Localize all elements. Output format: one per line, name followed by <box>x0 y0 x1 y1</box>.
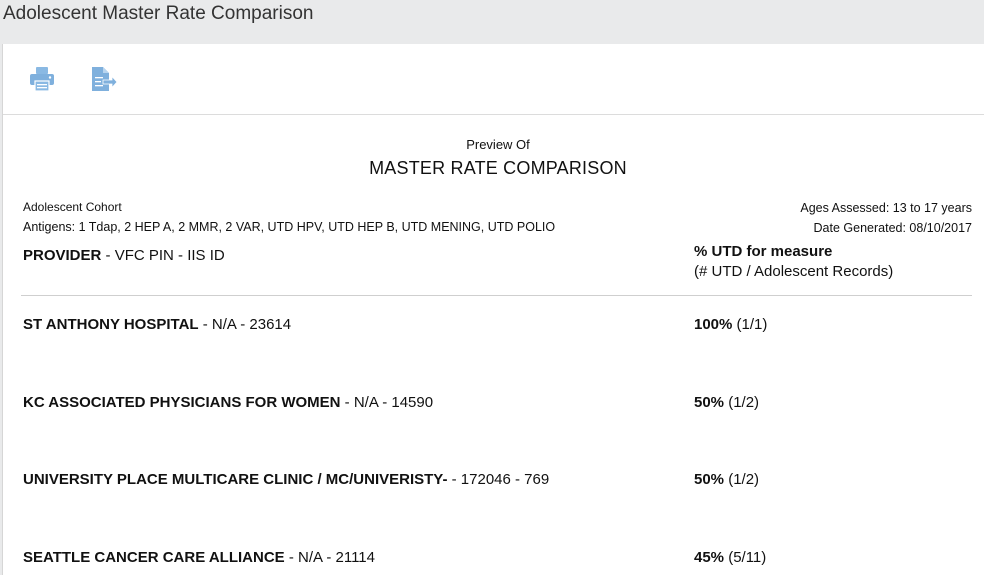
rate-cell: 50% (1/2) <box>694 394 759 411</box>
rate-cell: 100% (1/1) <box>694 316 767 333</box>
preview-of-label: Preview Of <box>466 137 530 152</box>
provider-ids: - N/A - 21114 <box>284 549 375 566</box>
export-button[interactable] <box>89 64 119 94</box>
provider-name: UNIVERSITY PLACE MULTICARE CLINIC / MC/U… <box>23 471 448 488</box>
printer-icon <box>27 64 57 94</box>
report-title: MASTER RATE COMPARISON <box>369 158 627 178</box>
provider-row: UNIVERSITY PLACE MULTICARE CLINIC / MC/U… <box>23 471 973 495</box>
antigens-label: Antigens: 1 Tdap, 2 HEP A, 2 MMR, 2 VAR,… <box>23 220 556 234</box>
rate-percent: 50% <box>694 471 725 488</box>
provider-cell: SEATTLE CANCER CARE ALLIANCE - N/A - 211… <box>23 549 375 566</box>
rate-column-header: % UTD for measure (# UTD / Adolescent Re… <box>694 242 893 282</box>
provider-row: SEATTLE CANCER CARE ALLIANCE - N/A - 211… <box>23 549 973 573</box>
rate-percent: 100% <box>694 316 733 333</box>
ages-assessed-label: Ages Assessed: 13 to 17 years <box>800 201 972 215</box>
date-generated-label: Date Generated: 08/10/2017 <box>813 221 972 235</box>
rate-cell: 50% (1/2) <box>694 471 759 488</box>
rate-percent: 45% <box>694 549 725 566</box>
print-button[interactable] <box>27 64 57 94</box>
rate-percent: 50% <box>694 394 725 411</box>
report-panel: Preview Of MASTER RATE COMPARISON Adoles… <box>2 44 984 575</box>
provider-ids: - N/A - 23614 <box>198 316 292 333</box>
page-title: Adolescent Master Rate Comparison <box>3 3 314 24</box>
provider-ids: - N/A - 14590 <box>340 394 434 411</box>
provider-row: ST ANTHONY HOSPITAL - N/A - 23614 100% (… <box>23 316 973 340</box>
provider-ids: - 172046 - 769 <box>447 471 550 488</box>
cohort-label: Adolescent Cohort <box>23 200 122 214</box>
toolbar <box>3 44 984 115</box>
rate-ratio: (5/11) <box>724 549 767 566</box>
rate-cell: 45% (5/11) <box>694 549 766 566</box>
provider-column-header: PROVIDER - VFC PIN - IIS ID <box>23 247 225 264</box>
rate-ratio: (1/2) <box>724 394 760 411</box>
rate-header-title: % UTD for measure <box>694 243 833 260</box>
title-bar: Adolescent Master Rate Comparison <box>0 0 984 44</box>
provider-name: KC ASSOCIATED PHYSICIANS FOR WOMEN <box>23 394 341 411</box>
rate-ratio: (1/1) <box>732 316 768 333</box>
rate-header-subtitle: (# UTD / Adolescent Records) <box>694 263 894 280</box>
provider-header-bold: PROVIDER <box>23 247 102 264</box>
rate-ratio: (1/2) <box>724 471 760 488</box>
header-divider <box>21 295 972 296</box>
provider-header-rest: - VFC PIN - IIS ID <box>101 247 225 264</box>
export-file-icon <box>89 64 119 94</box>
provider-cell: ST ANTHONY HOSPITAL - N/A - 23614 <box>23 316 291 333</box>
provider-row: KC ASSOCIATED PHYSICIANS FOR WOMEN - N/A… <box>23 394 973 418</box>
provider-cell: UNIVERSITY PLACE MULTICARE CLINIC / MC/U… <box>23 471 549 488</box>
provider-name: SEATTLE CANCER CARE ALLIANCE <box>23 549 285 566</box>
provider-name: ST ANTHONY HOSPITAL <box>23 316 199 333</box>
provider-cell: KC ASSOCIATED PHYSICIANS FOR WOMEN - N/A… <box>23 394 433 411</box>
